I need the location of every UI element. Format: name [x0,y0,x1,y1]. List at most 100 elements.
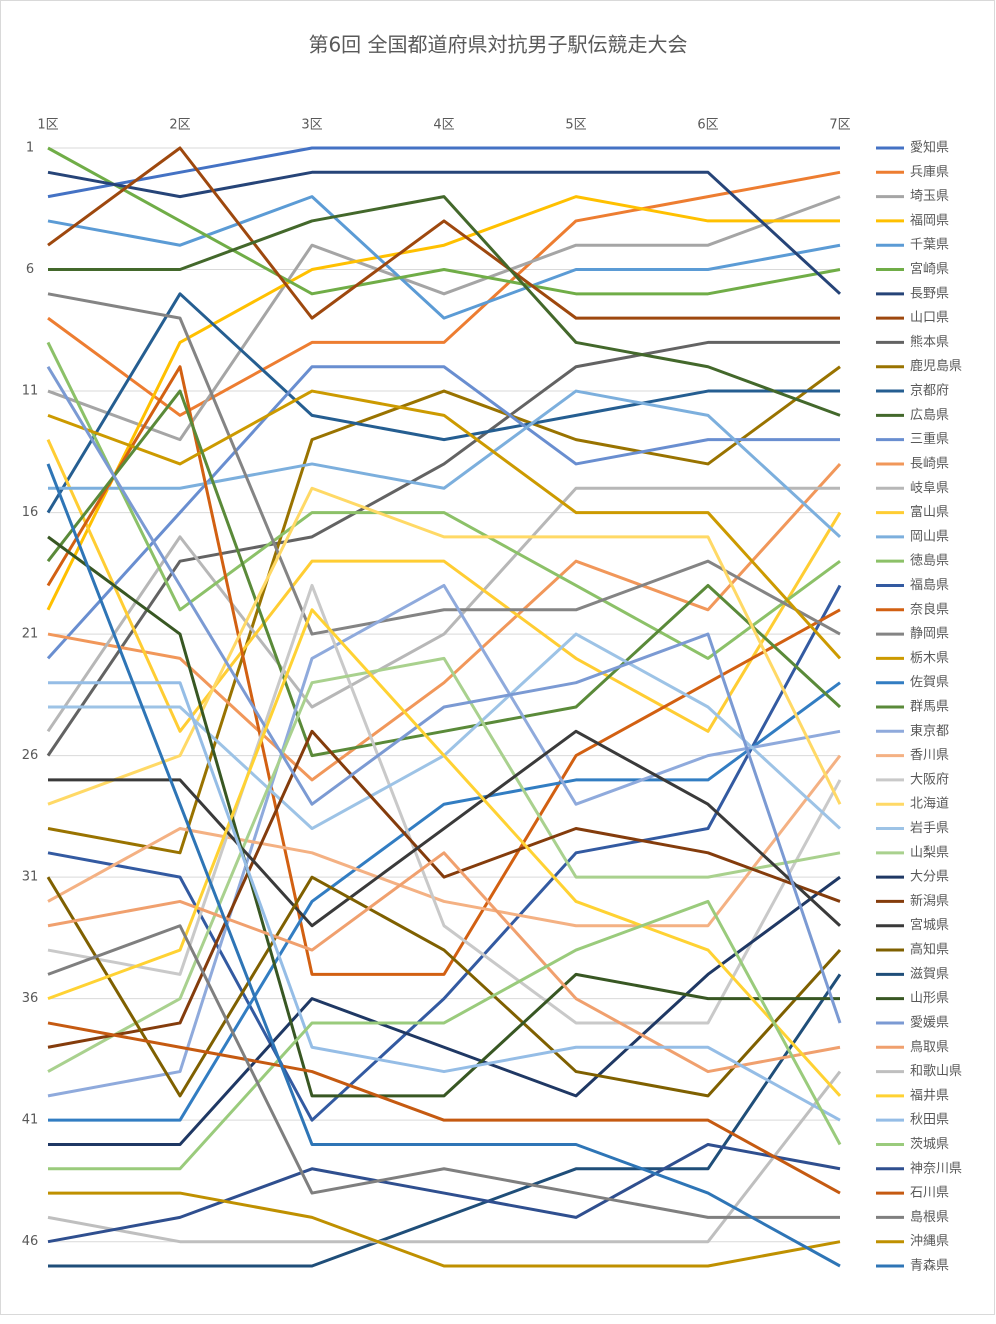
x-tick-label: 2区 [169,118,190,133]
series-line [48,875,841,1146]
legend-label: 福岡県 [910,213,949,228]
series-line [47,1021,841,1195]
series-line [47,584,842,1122]
series-line [48,681,841,1122]
series-line [46,340,840,757]
y-tick-label: 36 [22,991,39,1006]
legend-label: 山形県 [910,991,949,1006]
legend-label: 岡山県 [910,529,949,544]
legend-label: 栃木県 [910,651,949,666]
legend-label: 神奈川県 [910,1161,962,1176]
series-line [47,170,841,417]
series-line [47,583,841,1098]
legend-label: 鹿児島県 [910,358,962,374]
legend-label: 岩手県 [910,821,949,836]
legend-label: 佐賀県 [910,675,949,690]
series-line [48,389,842,538]
series-line [46,365,841,976]
legend-label: 三重県 [910,431,949,447]
chart-title: 第6回 全国都道府県対抗男子駅伝競走大会 [308,33,687,57]
legend-label: 茨城県 [910,1137,949,1152]
series-line [47,535,840,1098]
y-tick-label: 6 [26,262,34,277]
series-line [47,389,842,660]
legend-label: 静岡県 [910,627,949,642]
x-tick-label: 6区 [697,118,718,133]
x-tick-label: 7区 [829,118,850,133]
series-line [47,146,840,199]
y-tick-label: 1 [26,141,34,156]
legend-label: 広島県 [910,408,949,423]
series-line [47,170,842,295]
legend-label: 香川県 [910,748,949,763]
series-line [46,365,842,1024]
series-line [48,1191,841,1268]
x-tick-label: 3区 [301,118,322,133]
y-tick-label: 26 [22,748,39,763]
y-tick-label: 46 [22,1234,39,1249]
series-line [47,1142,841,1244]
series-line [46,463,841,1268]
legend-label: 大阪府 [910,772,949,787]
series-line [47,583,842,1025]
legend-label: 山口県 [910,311,949,326]
series-line [47,486,842,806]
x-tick-label: 1区 [37,118,58,133]
legend-label: 新潟県 [910,893,949,909]
legend-label: 山梨県 [910,845,949,860]
series-line [47,195,841,320]
legend: 愛知県兵庫県埼玉県福岡県千葉県宮崎県長野県山口県熊本県鹿児島県京都府広島県三重県… [876,140,962,1274]
series-line [47,365,841,855]
series-line [48,899,842,1171]
y-tick-label: 11 [22,384,39,399]
legend-label: 群馬県 [910,700,949,715]
legend-label: 京都府 [910,384,949,399]
y-tick-label: 41 [22,1113,39,1128]
series-line [47,608,842,1097]
series-line [47,924,840,1219]
series-line [47,146,841,296]
legend-label: 大分県 [910,870,949,885]
series-line [47,851,841,1074]
x-tick-label: 4区 [433,118,454,133]
series-line [46,486,840,733]
legend-label: 徳島県 [910,554,949,569]
legend-label: 福井県 [910,1088,949,1103]
legend-label: 福島県 [910,578,949,593]
series-line [48,973,842,1268]
legend-label: 宮崎県 [910,261,949,277]
legend-label: 富山県 [910,504,949,520]
series-line [47,195,841,442]
legend-label: 熊本県 [910,334,949,350]
series-line [46,365,840,660]
legend-label: 兵庫県 [910,165,949,180]
legend-label: 千葉県 [910,238,949,253]
series-line [46,389,842,758]
series-line [47,146,840,320]
series-line [46,292,840,514]
series-line [48,729,842,928]
series-line [47,462,842,782]
legend-label: 愛媛県 [910,1015,949,1030]
legend-label: 和歌山県 [910,1064,962,1079]
legend-label: 高知県 [910,942,949,958]
legend-label: 長野県 [910,286,949,301]
plot-area [46,146,842,1268]
legend-label: 島根県 [910,1210,949,1225]
legend-label: 東京都 [910,723,949,739]
series-line [46,195,840,611]
x-tick-label: 5区 [565,118,586,133]
legend-label: 岐阜県 [910,480,949,496]
y-tick-label: 21 [22,627,39,642]
legend-label: 埼玉県 [910,189,949,204]
legend-label: 沖縄県 [910,1234,949,1249]
series-line [46,439,842,733]
series-line [46,875,842,1098]
series-line [46,341,841,660]
series-line [47,656,841,1073]
legend-label: 青森県 [910,1259,949,1274]
series-line [47,1070,842,1244]
legend-label: 滋賀県 [910,967,949,982]
